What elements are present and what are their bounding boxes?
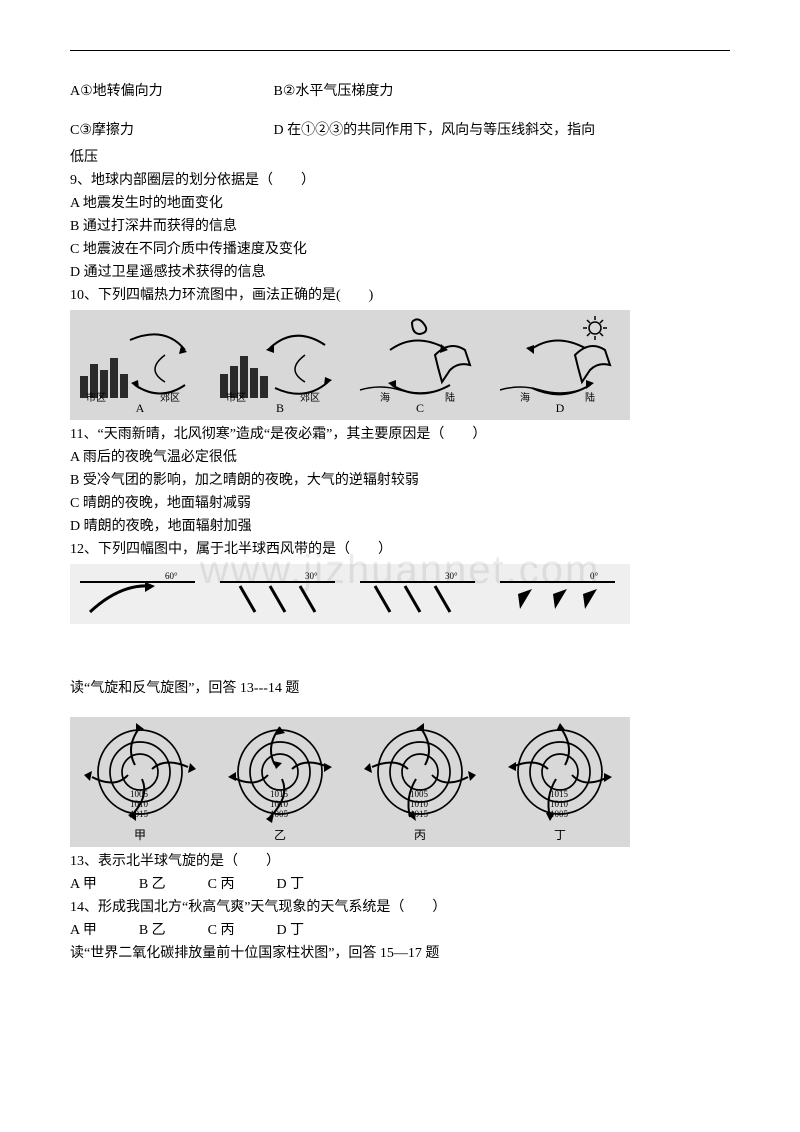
svg-text:1015: 1015	[130, 809, 149, 819]
q9-D: D 通过卫星遥感技术获得的信息	[70, 262, 730, 283]
q9-C: C 地震波在不同介质中传播速度及变化	[70, 239, 730, 260]
svg-text:1005: 1005	[130, 789, 149, 799]
q11-D: D 晴朗的夜晚，地面辐射加强	[70, 516, 730, 537]
svg-text:1015: 1015	[270, 789, 289, 799]
q9-stem: 9、地球内部圈层的划分依据是（ ）	[70, 170, 730, 191]
lat30a: 30°	[305, 571, 318, 581]
q12-figure: 60° 30° 30° 0°	[70, 564, 630, 624]
q11-C: C 晴朗的夜晚，地面辐射减弱	[70, 493, 730, 514]
q9-A: A 地震发生时的地面变化	[70, 193, 730, 214]
cap-yi: 乙	[210, 826, 350, 844]
cap-C: C	[350, 399, 490, 417]
q10-stem: 10、下列四幅热力环流图中，画法正确的是( )	[70, 285, 730, 306]
svg-text:1015: 1015	[550, 789, 569, 799]
cap-D: D	[490, 399, 630, 417]
q14-stem: 14、形成我国北方“秋高气爽”天气现象的天气系统是（ ）	[70, 897, 730, 918]
lat60: 60°	[165, 571, 178, 581]
q15-lead: 读“世界二氧化碳排放量前十位国家柱状图”，回答 15—17 题	[70, 943, 730, 964]
opt-A: A①地转偏向力	[70, 81, 270, 102]
q13-figure: 1005 1010 1015 甲 1015 1010 1005 乙	[70, 717, 630, 847]
fig13-yi: 1015 1010 1005 乙	[210, 717, 350, 847]
top-rule	[70, 50, 730, 51]
cap-A: A	[70, 399, 210, 417]
fig10-D: 海 陆 D	[490, 310, 630, 420]
opt-B: B②水平气压梯度力	[274, 84, 394, 99]
svg-text:1010: 1010	[130, 799, 149, 809]
q13-stem: 13、表示北半球气旋的是（ ）	[70, 851, 730, 872]
svg-text:1015: 1015	[410, 809, 429, 819]
q11-A: A 雨后的夜晚气温必定很低	[70, 447, 730, 468]
q10-figure: 市区 郊区 A 市区 郊区 B	[70, 310, 630, 420]
opt-D-cont: 低压	[70, 147, 730, 168]
fig10-C: 海 陆 C	[350, 310, 490, 420]
svg-text:1010: 1010	[550, 799, 569, 809]
lat30b: 30°	[445, 571, 458, 581]
opt-C: C③摩擦力	[70, 120, 270, 141]
q13-opts: A 甲 B 乙 C 丙 D 丁	[70, 874, 730, 895]
fig10-A: 市区 郊区 A	[70, 310, 210, 420]
q14-opts: A 甲 B 乙 C 丙 D 丁	[70, 920, 730, 941]
q11-B: B 受冷气团的影响，加之晴朗的夜晚，大气的逆辐射较弱	[70, 470, 730, 491]
optCD-row: C③摩擦力 D 在①②③的共同作用下，风向与等压线斜交，指向	[70, 120, 730, 141]
cap-bing: 丙	[350, 826, 490, 844]
q11-stem: 11、“天雨新晴，北风彻寒”造成“是夜必霜”，其主要原因是（ ）	[70, 424, 730, 445]
svg-text:1005: 1005	[550, 809, 569, 819]
q12-stem: 12、下列四幅图中，属于北半球西风带的是（ ）	[70, 539, 730, 560]
lat0: 0°	[590, 571, 599, 581]
cap-jia: 甲	[70, 826, 210, 844]
opt-D: D 在①②③的共同作用下，风向与等压线斜交，指向	[274, 123, 596, 138]
svg-text:1005: 1005	[410, 789, 429, 799]
fig13-jia: 1005 1010 1015 甲	[70, 717, 210, 847]
fig10-B: 市区 郊区 B	[210, 310, 350, 420]
svg-text:1010: 1010	[270, 799, 289, 809]
fig13-ding: 1015 1010 1005 丁	[490, 717, 630, 847]
q9-B: B 通过打深井而获得的信息	[70, 216, 730, 237]
q13-lead: 读“气旋和反气旋图”，回答 13---14 题	[70, 678, 730, 699]
cap-ding: 丁	[490, 826, 630, 844]
fig13-bing: 1005 1010 1015 丙	[350, 717, 490, 847]
svg-text:1010: 1010	[410, 799, 429, 809]
optAB-row: A①地转偏向力 B②水平气压梯度力	[70, 81, 730, 102]
cap-B: B	[210, 399, 350, 417]
svg-text:1005: 1005	[270, 809, 289, 819]
